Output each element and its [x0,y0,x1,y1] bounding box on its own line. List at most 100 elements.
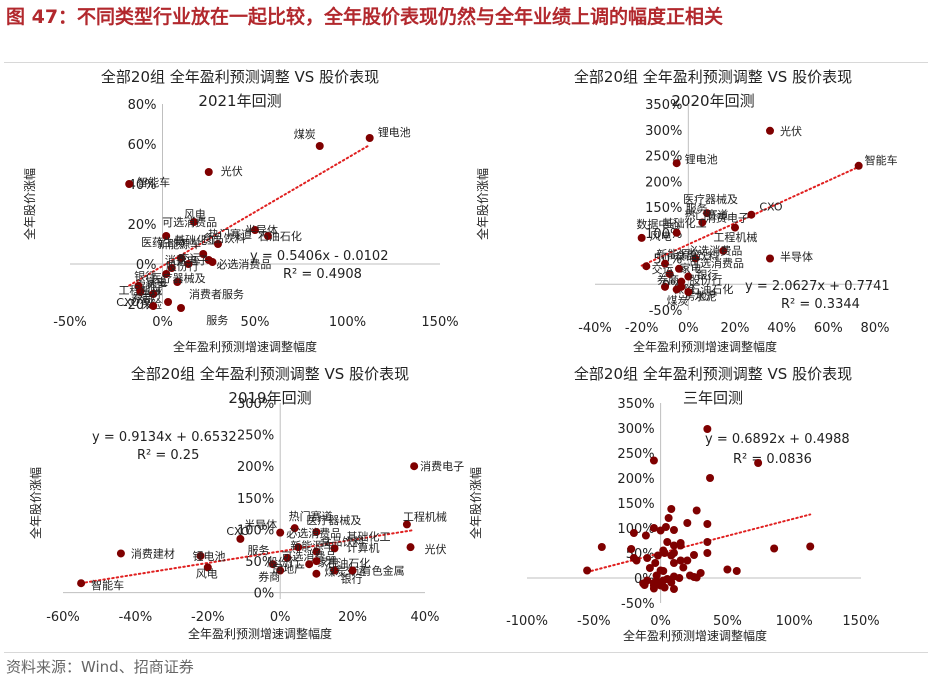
chart-1-point-label: 风电 [650,230,672,243]
chart-0-y-tick-label: 0% [136,258,157,273]
chart-2-x-tick-label: 20% [338,610,367,625]
chart-2-point-label: 股份行 [267,556,300,569]
chart-3-y-tick-label: 200% [617,472,654,487]
chart-0-data-point [136,288,145,296]
chart-0-point-label: 光伏 [221,164,243,178]
chart-0-point-label: 医药生物 [141,235,185,249]
chart-2-extra-label: 服务 [247,544,269,557]
chart-0-data-point [315,142,324,150]
chart-2-x-tick-label: -40% [119,610,153,625]
chart-2-data-point [410,462,419,471]
chart-2-point-label: 食品饮料 [320,535,364,549]
chart-1-point-label: 热门赛道 [684,207,728,221]
chart-3-data-point [667,578,676,587]
chart-3-data-point [806,542,815,551]
chart-1-data-point [672,228,681,237]
chart-0-data-point [149,302,158,310]
chart-3-x-tick-label: -50% [577,614,611,629]
chart-3-data-point [649,456,658,465]
chart-2-point-label: 半导体 [244,518,277,532]
chart-2-data-point [77,579,86,588]
chart-2-data-point [312,557,321,566]
chart-3-data-point [659,576,668,585]
chart-2-data-point [406,543,415,552]
chart-3-r-squared: R² = 0.0836 [733,452,812,467]
chart-2-y-tick-label: 150% [237,492,274,507]
chart-1-data-point [691,254,700,263]
chart-3-data-point [754,459,763,467]
chart-2-data-point [116,549,125,558]
chart-2-data-point [402,520,411,529]
chart-3-x-axis-title: 全年盈利预测增速调整幅度 [623,628,767,643]
chart-1-y-tick-label: 150% [645,201,682,216]
chart-1-point-label: 智能车 [865,153,898,167]
chart-1-point-label: CXO [759,201,783,214]
source-note: 资料来源：Wind、招商证券 [6,658,194,676]
chart-0-data-point [149,290,158,298]
chart-1-title: 全部20组 全年盈利预测调整 VS 股价表现 [574,68,852,86]
chart-3-data-point [660,583,669,592]
chart-3-data-point [651,559,660,567]
chart-2-x-tick-label: 0% [270,610,291,625]
chart-1-point-label: 工程机械 [713,230,757,244]
chart-3-data-point [640,581,649,589]
chart-3-y-tick-label: 250% [617,447,654,462]
chart-1-data-point [854,161,863,170]
chart-1-point-label: 光伏 [780,124,802,138]
chart-3-trendline [586,513,812,574]
chart-1-data-point [719,246,728,255]
chart-1-x-tick-label: 20% [721,321,750,336]
chart-0-title: 全部20组 全年盈利预测调整 VS 股价表现 [101,68,379,86]
chart-2-point-label: 智能车 [91,578,124,592]
chart-1-data-point [731,223,739,232]
chart-1-data-point [661,259,669,268]
chart-2-point-label: 基础化工 [347,529,391,543]
chart-3-data-point [683,556,692,565]
chart-3-data-point [676,556,685,565]
chart-1-y-tick-label: -50% [649,304,683,319]
chart-0-point-label: 银行 [134,269,156,283]
chart-1-data-point [637,233,646,242]
chart-0-data-point [167,264,176,272]
chart-3-data-point [649,524,658,532]
chart-3-y-tick-label: 300% [617,422,654,437]
chart-3-data-point [679,563,688,572]
title-divider [4,62,928,63]
chart-0-point-label: 煤炭 [294,128,316,141]
chart-2-x-axis-title: 全年盈利预测增速调整幅度 [188,626,332,641]
chart-2-data-point [312,569,321,578]
chart-3-data-point [669,541,678,550]
scatter-chart-2021: 全部20组 全年盈利预测调整 VS 股价表现 2021年回测 -50% 0% 50% 10… [22,68,459,354]
chart-3-title: 全部20组 全年盈利预测调整 VS 股价表现 [574,365,852,383]
chart-0-x-tick-label: 50% [241,315,270,330]
chart-2-point-label: 家电 [317,555,339,569]
chart-1-extra-label: 煤炭 [667,295,689,308]
chart-1-data-point [766,254,774,263]
chart-0-extra-label: 食品饮料 [202,231,246,245]
chart-1-data-point [672,285,681,294]
chart-1-point-label: 水泥 [694,290,716,303]
chart-3-y-tick-label: -50% [621,597,655,612]
chart-3-y-tick-label: 350% [617,397,654,412]
chart-2-data-point [348,566,357,575]
chart-1-x-tick-label: 60% [814,321,843,336]
chart-3-trend-equation: y = 0.6892x + 0.4988 [705,432,850,447]
chart-3-data-point [583,566,592,575]
chart-3-data-point [683,519,692,527]
chart-0-y-axis-title: 全年股价涨幅 [22,168,37,240]
chart-2-y-tick-label: 300% [237,397,274,412]
scatter-chart-2020: 全部20组 全年盈利预测调整 VS 股价表现 2020年回测 -40% -20% 0% 2… [475,68,898,354]
chart-1-data-point [684,272,693,281]
chart-3-data-point [770,544,779,553]
chart-0-point-label: 热门赛道 [208,227,252,241]
chart-3-data-point [664,514,673,522]
chart-2-data-point [276,528,285,537]
chart-0-y-tick-label: -20% [123,298,157,313]
chart-3-data-point [690,551,698,559]
chart-0-data-point [208,258,217,266]
chart-0-x-axis-title: 全年盈利预测增速调整幅度 [173,339,317,354]
chart-3-data-point [649,584,658,593]
chart-2-y-tick-label: 50% [245,555,274,570]
chart-0-data-point [177,304,185,312]
chart-0-point-label: 新能源车 [157,237,201,251]
